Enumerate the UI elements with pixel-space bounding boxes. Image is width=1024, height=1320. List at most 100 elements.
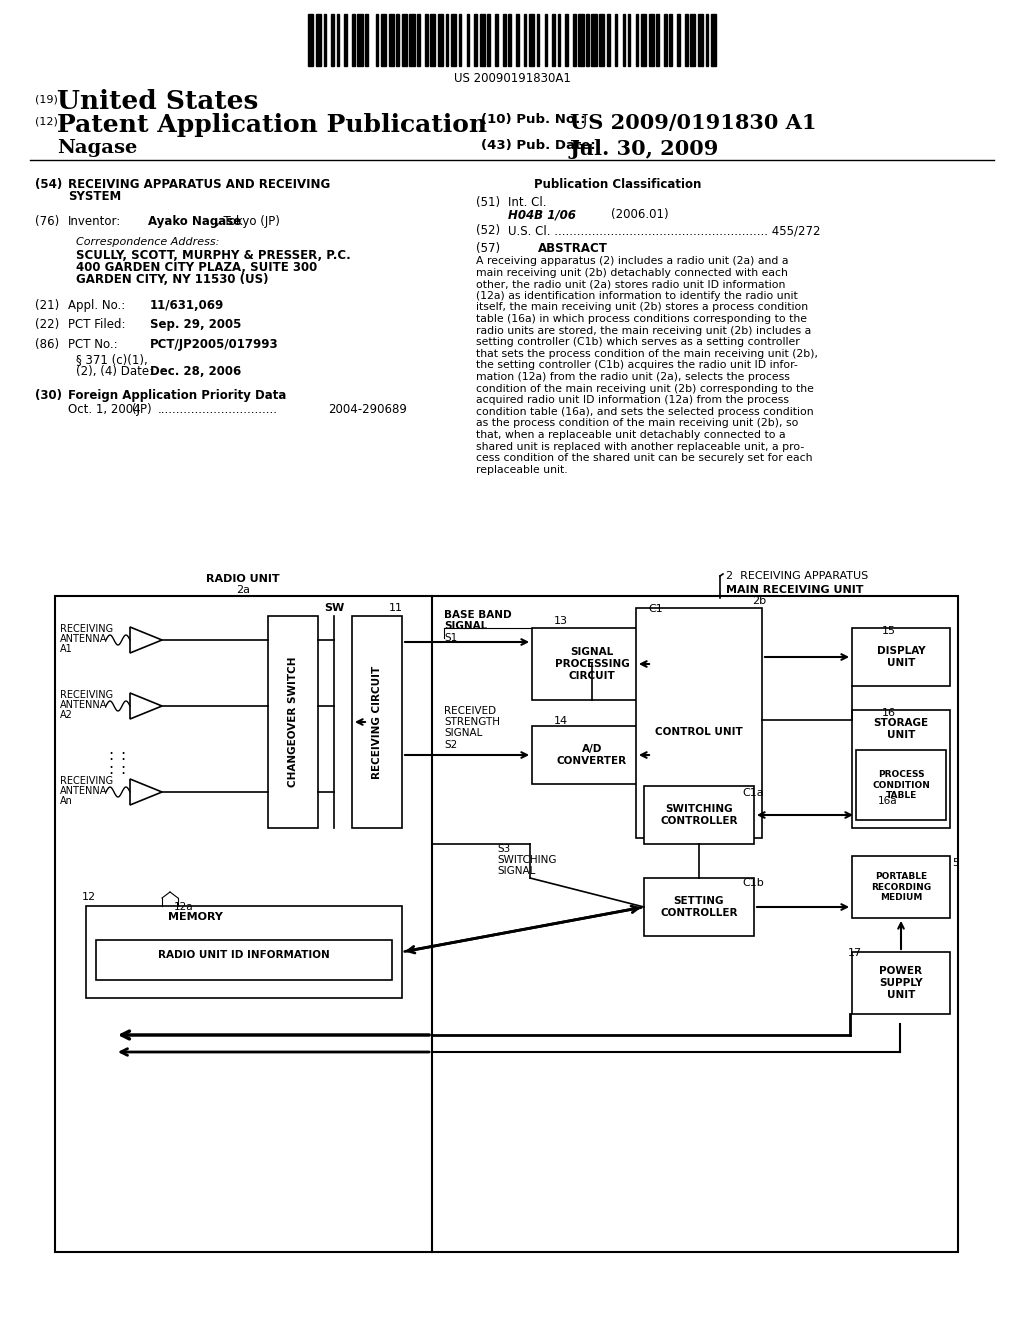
Bar xyxy=(532,628,652,700)
Text: US 20090191830A1: US 20090191830A1 xyxy=(454,73,570,84)
Bar xyxy=(623,15,626,66)
Bar xyxy=(496,15,498,66)
Text: (10) Pub. No.:: (10) Pub. No.: xyxy=(481,114,586,125)
Bar xyxy=(445,15,449,66)
Bar xyxy=(614,15,617,66)
Text: shared unit is replaced with another replaceable unit, a pro-: shared unit is replaced with another rep… xyxy=(476,442,804,451)
Text: An: An xyxy=(60,796,73,807)
Bar xyxy=(537,15,540,66)
Bar xyxy=(648,15,653,66)
Text: 16a: 16a xyxy=(878,796,898,807)
Text: RECEIVING: RECEIVING xyxy=(60,624,113,634)
Text: MAIN RECEIVING UNIT: MAIN RECEIVING UNIT xyxy=(726,585,863,595)
Text: C1: C1 xyxy=(648,605,663,614)
Bar xyxy=(344,15,347,66)
Text: , Tokyo (JP): , Tokyo (JP) xyxy=(216,215,280,228)
Bar xyxy=(366,15,368,66)
Bar xyxy=(685,15,687,66)
Text: SWITCHING: SWITCHING xyxy=(497,855,556,865)
Text: RECEIVED: RECEIVED xyxy=(444,706,496,715)
Text: PCT No.:: PCT No.: xyxy=(68,338,118,351)
Bar xyxy=(467,15,469,66)
Bar xyxy=(410,15,415,66)
Text: ................................: ................................ xyxy=(158,403,278,416)
Text: RECEIVING: RECEIVING xyxy=(60,690,113,700)
Text: radio units are stored, the main receiving unit (2b) includes a: radio units are stored, the main receivi… xyxy=(476,326,811,335)
Text: main receiving unit (2b) detachably connected with each: main receiving unit (2b) detachably conn… xyxy=(476,268,787,277)
Text: S2: S2 xyxy=(444,741,458,750)
Bar xyxy=(401,15,407,66)
Text: :: : xyxy=(108,762,113,777)
Text: 12: 12 xyxy=(82,892,96,902)
Text: RECEIVING: RECEIVING xyxy=(60,776,113,785)
Text: H04B 1/06: H04B 1/06 xyxy=(508,209,575,220)
Bar xyxy=(592,15,597,66)
Text: 16: 16 xyxy=(882,708,896,718)
Text: SETTING
CONTROLLER: SETTING CONTROLLER xyxy=(660,896,737,917)
Text: PCT/JP2005/017993: PCT/JP2005/017993 xyxy=(150,338,279,351)
Text: S1: S1 xyxy=(444,634,458,643)
Text: 2b: 2b xyxy=(752,597,766,606)
Bar xyxy=(628,15,631,66)
Bar xyxy=(357,15,362,66)
Text: PROCESS
CONDITION
TABLE: PROCESS CONDITION TABLE xyxy=(872,770,930,800)
Bar xyxy=(324,15,327,66)
Text: that sets the process condition of the main receiving unit (2b),: that sets the process condition of the m… xyxy=(476,348,818,359)
Text: Jul. 30, 2009: Jul. 30, 2009 xyxy=(570,139,720,158)
Bar xyxy=(487,15,490,66)
Bar xyxy=(529,15,535,66)
Text: SIGNAL: SIGNAL xyxy=(444,620,487,631)
Text: ANTENNA: ANTENNA xyxy=(60,700,108,710)
Text: ANTENNA: ANTENNA xyxy=(60,785,108,796)
Bar xyxy=(55,597,958,1251)
Bar xyxy=(315,15,321,66)
Text: condition of the main receiving unit (2b) corresponding to the: condition of the main receiving unit (2b… xyxy=(476,384,814,393)
Text: C1a: C1a xyxy=(742,788,764,799)
Bar xyxy=(644,785,754,843)
Text: (76): (76) xyxy=(35,215,59,228)
Text: (12): (12) xyxy=(35,116,58,125)
Text: (JP): (JP) xyxy=(132,403,152,416)
Text: :: : xyxy=(108,748,113,763)
Text: Nagase: Nagase xyxy=(57,139,137,157)
Text: Int. Cl.: Int. Cl. xyxy=(508,195,547,209)
Bar xyxy=(96,940,392,979)
Bar xyxy=(665,15,667,66)
Bar xyxy=(579,15,584,66)
Text: RECEIVING APPARATUS AND RECEIVING: RECEIVING APPARATUS AND RECEIVING xyxy=(68,178,331,191)
Text: condition table (16a), and sets the selected process condition: condition table (16a), and sets the sele… xyxy=(476,407,814,417)
Text: cess condition of the shared unit can be securely set for each: cess condition of the shared unit can be… xyxy=(476,453,812,463)
Bar xyxy=(532,726,652,784)
Text: A2: A2 xyxy=(60,710,73,719)
Text: ABSTRACT: ABSTRACT xyxy=(538,242,608,255)
Bar xyxy=(459,15,462,66)
Text: GARDEN CITY, NY 11530 (US): GARDEN CITY, NY 11530 (US) xyxy=(76,273,268,286)
Text: Sep. 29, 2005: Sep. 29, 2005 xyxy=(150,318,242,331)
Text: § 371 (c)(1),: § 371 (c)(1), xyxy=(76,352,147,366)
Text: other, the radio unit (2a) stores radio unit ID information: other, the radio unit (2a) stores radio … xyxy=(476,280,785,289)
Text: table (16a) in which process conditions corresponding to the: table (16a) in which process conditions … xyxy=(476,314,807,323)
Bar xyxy=(376,15,378,66)
Text: SWITCHING
CONTROLLER: SWITCHING CONTROLLER xyxy=(660,804,737,826)
Bar xyxy=(396,15,399,66)
Text: the setting controller (C1b) acquires the radio unit ID infor-: the setting controller (C1b) acquires th… xyxy=(476,360,798,371)
Text: 15: 15 xyxy=(882,626,896,636)
Bar xyxy=(479,15,484,66)
Bar xyxy=(474,15,477,66)
Bar xyxy=(545,15,547,66)
Text: U.S. Cl. ......................................................... 455/272: U.S. Cl. ...............................… xyxy=(508,224,820,238)
Text: (22): (22) xyxy=(35,318,59,331)
Bar xyxy=(425,15,428,66)
Bar xyxy=(636,609,762,838)
Text: 11/631,069: 11/631,069 xyxy=(150,300,224,312)
Text: 2a: 2a xyxy=(236,585,250,595)
Text: 2004-290689: 2004-290689 xyxy=(328,403,407,416)
Text: Oct. 1, 2004: Oct. 1, 2004 xyxy=(68,403,140,416)
Bar xyxy=(558,15,560,66)
Bar xyxy=(677,15,680,66)
Text: Inventor:: Inventor: xyxy=(68,215,121,228)
Bar xyxy=(417,15,420,66)
Text: 13: 13 xyxy=(554,616,568,626)
Text: PORTABLE
RECORDING
MEDIUM: PORTABLE RECORDING MEDIUM xyxy=(871,873,931,902)
Bar xyxy=(430,15,435,66)
